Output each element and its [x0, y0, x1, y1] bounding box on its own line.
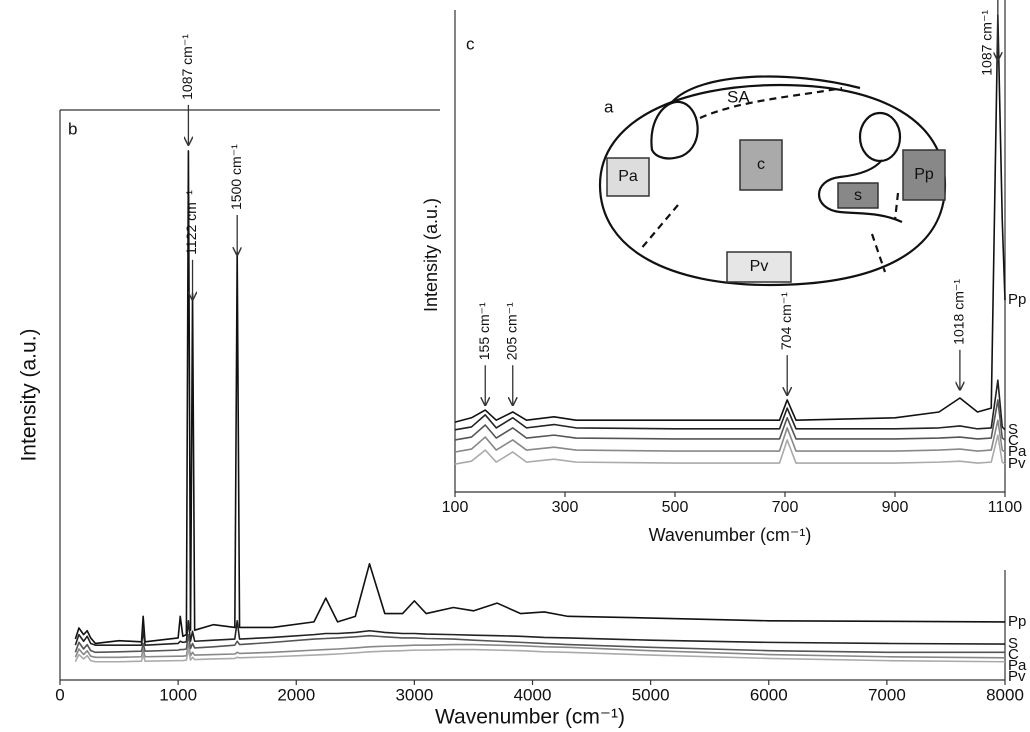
- x-tick-label: 500: [662, 499, 689, 516]
- spectrum-line: [74, 642, 1006, 659]
- region-label: Pa: [618, 168, 638, 185]
- outline: [650, 100, 699, 160]
- series-label: S: [1008, 635, 1018, 652]
- region-box: [606, 157, 650, 197]
- region-box: [739, 139, 783, 191]
- region-box: [726, 251, 792, 283]
- y-axis-title: Intensity (a.u.): [421, 198, 441, 312]
- x-tick-label: 1000: [159, 685, 197, 704]
- spectrum-line: [74, 648, 1006, 663]
- region-label: c: [757, 156, 765, 173]
- x-tick-label: 1100: [988, 499, 1023, 516]
- peak-label: 1087 cm⁻¹: [979, 10, 995, 76]
- series-label: Pp: [1008, 291, 1026, 308]
- dashed-boundary: [639, 204, 679, 251]
- x-tick-label: 3000: [395, 685, 433, 704]
- spectrum-line: [74, 150, 1006, 645]
- peak-label: 1500 cm⁻¹: [228, 144, 244, 210]
- x-tick-label: 6000: [750, 685, 788, 704]
- series-label: S: [1008, 421, 1018, 438]
- dashed-boundary: [699, 86, 843, 120]
- y-axis-title: Intensity (a.u.): [18, 328, 41, 461]
- spectrum-line: [454, 434, 1006, 465]
- spectrum-line: [454, 399, 1006, 441]
- region-label: Pv: [750, 258, 769, 275]
- spectrum-line: [454, 14, 1006, 423]
- x-tick-label: 8000: [986, 685, 1024, 704]
- region-label: Pp: [914, 166, 934, 183]
- spectrum-line: [454, 379, 1006, 431]
- x-tick-label: 0: [55, 685, 64, 704]
- x-tick-label: 700: [772, 499, 799, 516]
- x-tick-label: 900: [882, 499, 909, 516]
- panel-label: b: [68, 119, 77, 138]
- series-label: C: [1008, 432, 1019, 449]
- series-label: Pv: [1008, 455, 1026, 472]
- series-label: Pa: [1008, 443, 1027, 460]
- region-box: [837, 182, 879, 209]
- x-tick-label: 2000: [277, 685, 315, 704]
- outline: [817, 159, 903, 224]
- region-label: SA: [727, 87, 750, 106]
- spectrum-line: [74, 633, 1005, 654]
- x-tick-label: 300: [552, 499, 579, 516]
- peak-label: 1087 cm⁻¹: [179, 34, 195, 100]
- peak-label: 205 cm⁻¹: [503, 302, 519, 360]
- panel-label: c: [466, 34, 475, 53]
- peak-label: 1122 cm⁻¹: [183, 190, 199, 255]
- outline: [671, 75, 861, 103]
- inset-chart: 100 300 500 700 900 1100 Wavenumber (cm⁻¹) Inte…: [421, 0, 1027, 545]
- peak-label: 704 cm⁻¹: [778, 292, 794, 350]
- series-label: Pa: [1008, 657, 1027, 674]
- region-label: s: [854, 187, 862, 204]
- peak-label: 155 cm⁻¹: [476, 302, 492, 360]
- x-tick-label: 4000: [514, 685, 552, 704]
- main-chart: 0 1000 2000 3000 4000 5000 6000 7000 8000 Wavenum…: [18, 34, 1027, 729]
- dashed-boundary: [893, 192, 900, 221]
- x-tick-label: 5000: [632, 685, 670, 704]
- dashed-boundary: [870, 233, 887, 273]
- x-tick-label: 100: [442, 499, 469, 516]
- spectrum-line: [74, 619, 1006, 646]
- series-label: Pp: [1008, 613, 1026, 630]
- x-tick-label: 7000: [868, 685, 906, 704]
- region-box: [902, 149, 946, 201]
- diagram-label: a: [604, 97, 614, 116]
- x-axis-title: Wavenumber (cm⁻¹): [435, 706, 625, 729]
- spectrum-line: [454, 419, 1006, 453]
- series-label: C: [1008, 646, 1019, 663]
- peak-label: 1018 cm⁻¹: [951, 279, 967, 345]
- x-axis-title: Wavenumber (cm⁻¹): [649, 525, 812, 545]
- anatomy-diagram: a SA c Pa Pp s Pv: [598, 75, 947, 287]
- series-label: Pv: [1008, 668, 1026, 685]
